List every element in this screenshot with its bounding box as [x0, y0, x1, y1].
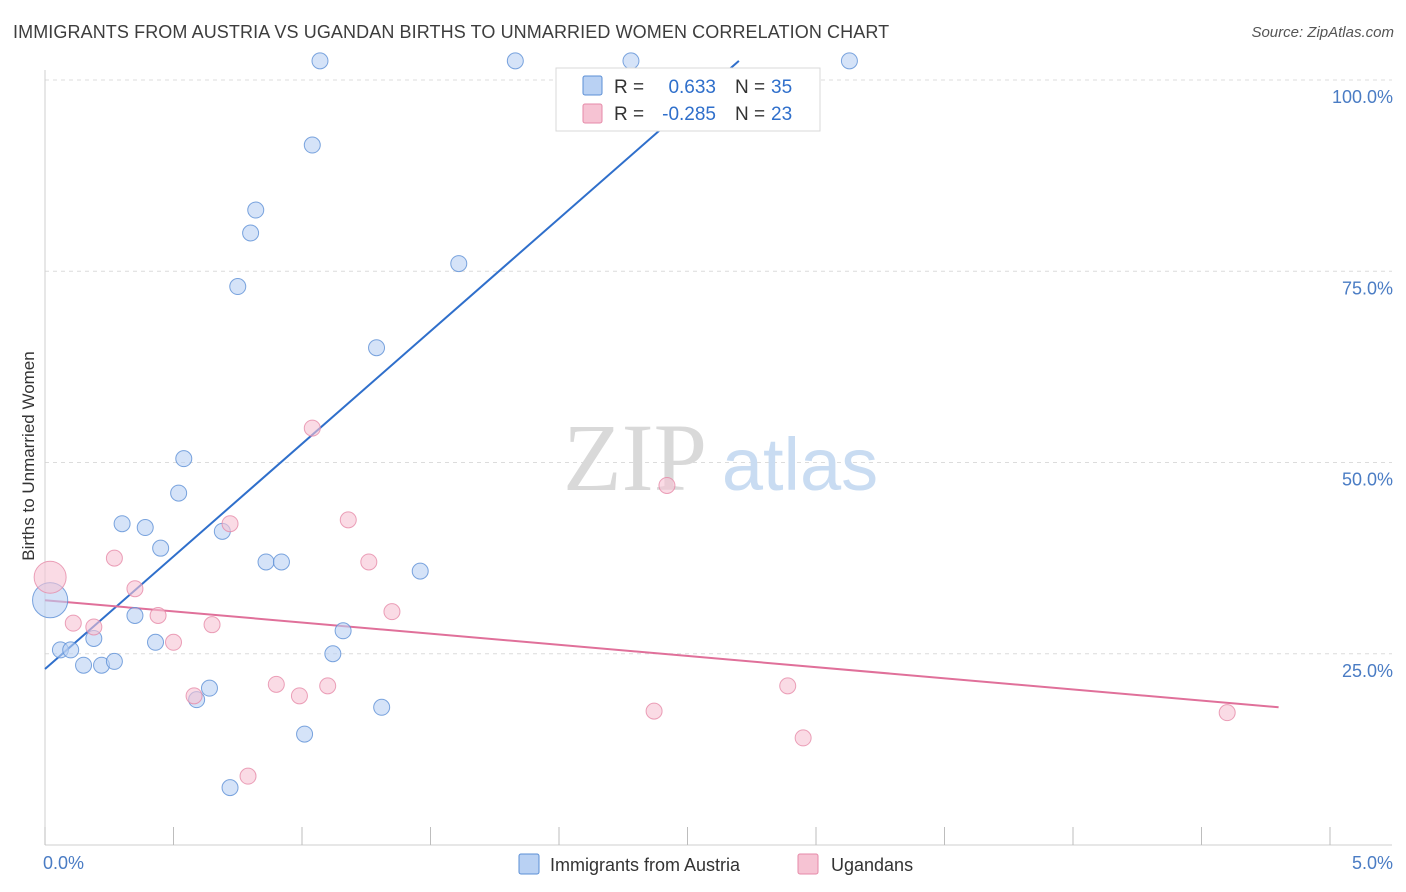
point-austria-30	[411, 562, 429, 580]
point-ugandans-17	[383, 603, 401, 621]
point-austria-18	[229, 278, 247, 296]
y-tick-label-100: 100.0%	[1332, 87, 1393, 107]
n-value-2: 23	[771, 104, 792, 125]
point-austria-20	[247, 201, 265, 219]
y-axis-label: Births to Unmarried Women	[19, 351, 38, 560]
point-ugandans-13	[303, 419, 321, 437]
point-austria-28	[368, 339, 386, 357]
legend-label-ugandans: Ugandans	[831, 855, 913, 875]
point-ugandans-12	[290, 687, 308, 705]
point-ugandans-5	[149, 607, 167, 624]
point-austria-10	[147, 633, 165, 651]
point-austria-29	[373, 698, 391, 716]
point-austria-27	[334, 622, 352, 640]
point-ugandans-16	[360, 553, 378, 571]
point-ugandans-14	[319, 677, 337, 695]
point-ugandans-20	[779, 677, 797, 695]
y-tick-label-50: 50.0%	[1342, 470, 1393, 490]
x-tick-label-max: 5.0%	[1352, 853, 1393, 873]
point-austria-23	[296, 725, 314, 743]
series-legend: Immigrants from Austria Ugandans	[518, 853, 913, 875]
chart-title: IMMIGRANTS FROM AUSTRIA VS UGANDAN BIRTH…	[13, 22, 890, 42]
point-ugandans-7	[185, 687, 203, 705]
data-points	[32, 52, 1236, 797]
n-label-2: N =	[735, 104, 765, 125]
point-austria-21	[257, 553, 275, 571]
point-austria-3	[75, 656, 93, 674]
watermark: ZIP atlas	[563, 404, 878, 511]
legend-swatch-ugandans-bottom	[797, 853, 819, 875]
trend-line-austria	[44, 60, 740, 670]
watermark-atlas: atlas	[722, 423, 878, 506]
r-label-1: R =	[614, 77, 644, 98]
point-austria-9	[136, 519, 154, 537]
point-austria-22	[272, 553, 290, 571]
point-austria-8	[126, 607, 144, 624]
point-ugandans-2	[85, 618, 103, 636]
legend-swatch-ugandans	[582, 103, 603, 124]
point-ugandans-19	[658, 476, 676, 494]
point-ugandans-10	[239, 767, 257, 785]
point-ugandans-18	[645, 702, 663, 720]
trend-line-ugandans	[44, 599, 1279, 709]
point-austria-15	[200, 679, 218, 697]
point-ugandans-6	[165, 633, 182, 651]
point-ugandans-21	[794, 729, 812, 747]
trend-lines	[44, 60, 1279, 709]
r-label-2: R =	[614, 104, 644, 125]
point-ugandans-3	[105, 549, 123, 567]
point-austria-24	[303, 136, 321, 154]
point-austria-17	[221, 779, 239, 797]
point-austria-31	[450, 255, 468, 273]
point-austria-13	[175, 450, 193, 468]
y-tick-label-75: 75.0%	[1342, 278, 1393, 298]
axes	[44, 70, 1392, 846]
point-ugandans-1	[64, 614, 82, 632]
y-tick-label-25: 25.0%	[1342, 661, 1393, 681]
point-austria-25	[311, 52, 329, 70]
legend-swatch-austria	[582, 75, 603, 96]
legend-swatch-austria-bottom	[518, 853, 540, 875]
grid-lines	[45, 79, 1392, 655]
point-austria-2	[62, 641, 80, 659]
source-credit: Source: ZipAtlas.com	[1251, 24, 1394, 41]
point-ugandans-22	[1218, 704, 1236, 722]
point-austria-11	[152, 539, 170, 557]
n-value-1: 35	[771, 77, 792, 98]
point-austria-32	[506, 52, 524, 70]
n-label-1: N =	[735, 77, 765, 98]
x-tick-label-min: 0.0%	[43, 853, 84, 873]
point-austria-33	[622, 52, 640, 70]
point-austria-7	[113, 515, 131, 533]
stats-legend: R = 0.633 N = 35 R = -0.285 N = 23	[555, 67, 821, 132]
point-ugandans-8	[203, 616, 221, 634]
point-austria-34	[840, 52, 858, 70]
point-ugandans-4	[126, 580, 144, 598]
point-austria-12	[170, 484, 188, 502]
point-ugandans-0	[33, 560, 67, 594]
r-value-1: 0.633	[668, 77, 716, 98]
point-austria-26	[324, 645, 342, 663]
tick-labels: 25.0% 50.0% 75.0% 100.0% 0.0% 5.0%	[43, 87, 1393, 873]
point-ugandans-11	[267, 675, 285, 693]
watermark-zip: ZIP	[563, 404, 707, 511]
point-ugandans-15	[339, 511, 357, 529]
point-austria-6	[105, 652, 123, 670]
r-value-2: -0.285	[662, 104, 716, 125]
point-ugandans-9	[221, 515, 239, 533]
legend-label-austria: Immigrants from Austria	[550, 855, 741, 875]
point-austria-19	[242, 224, 260, 242]
